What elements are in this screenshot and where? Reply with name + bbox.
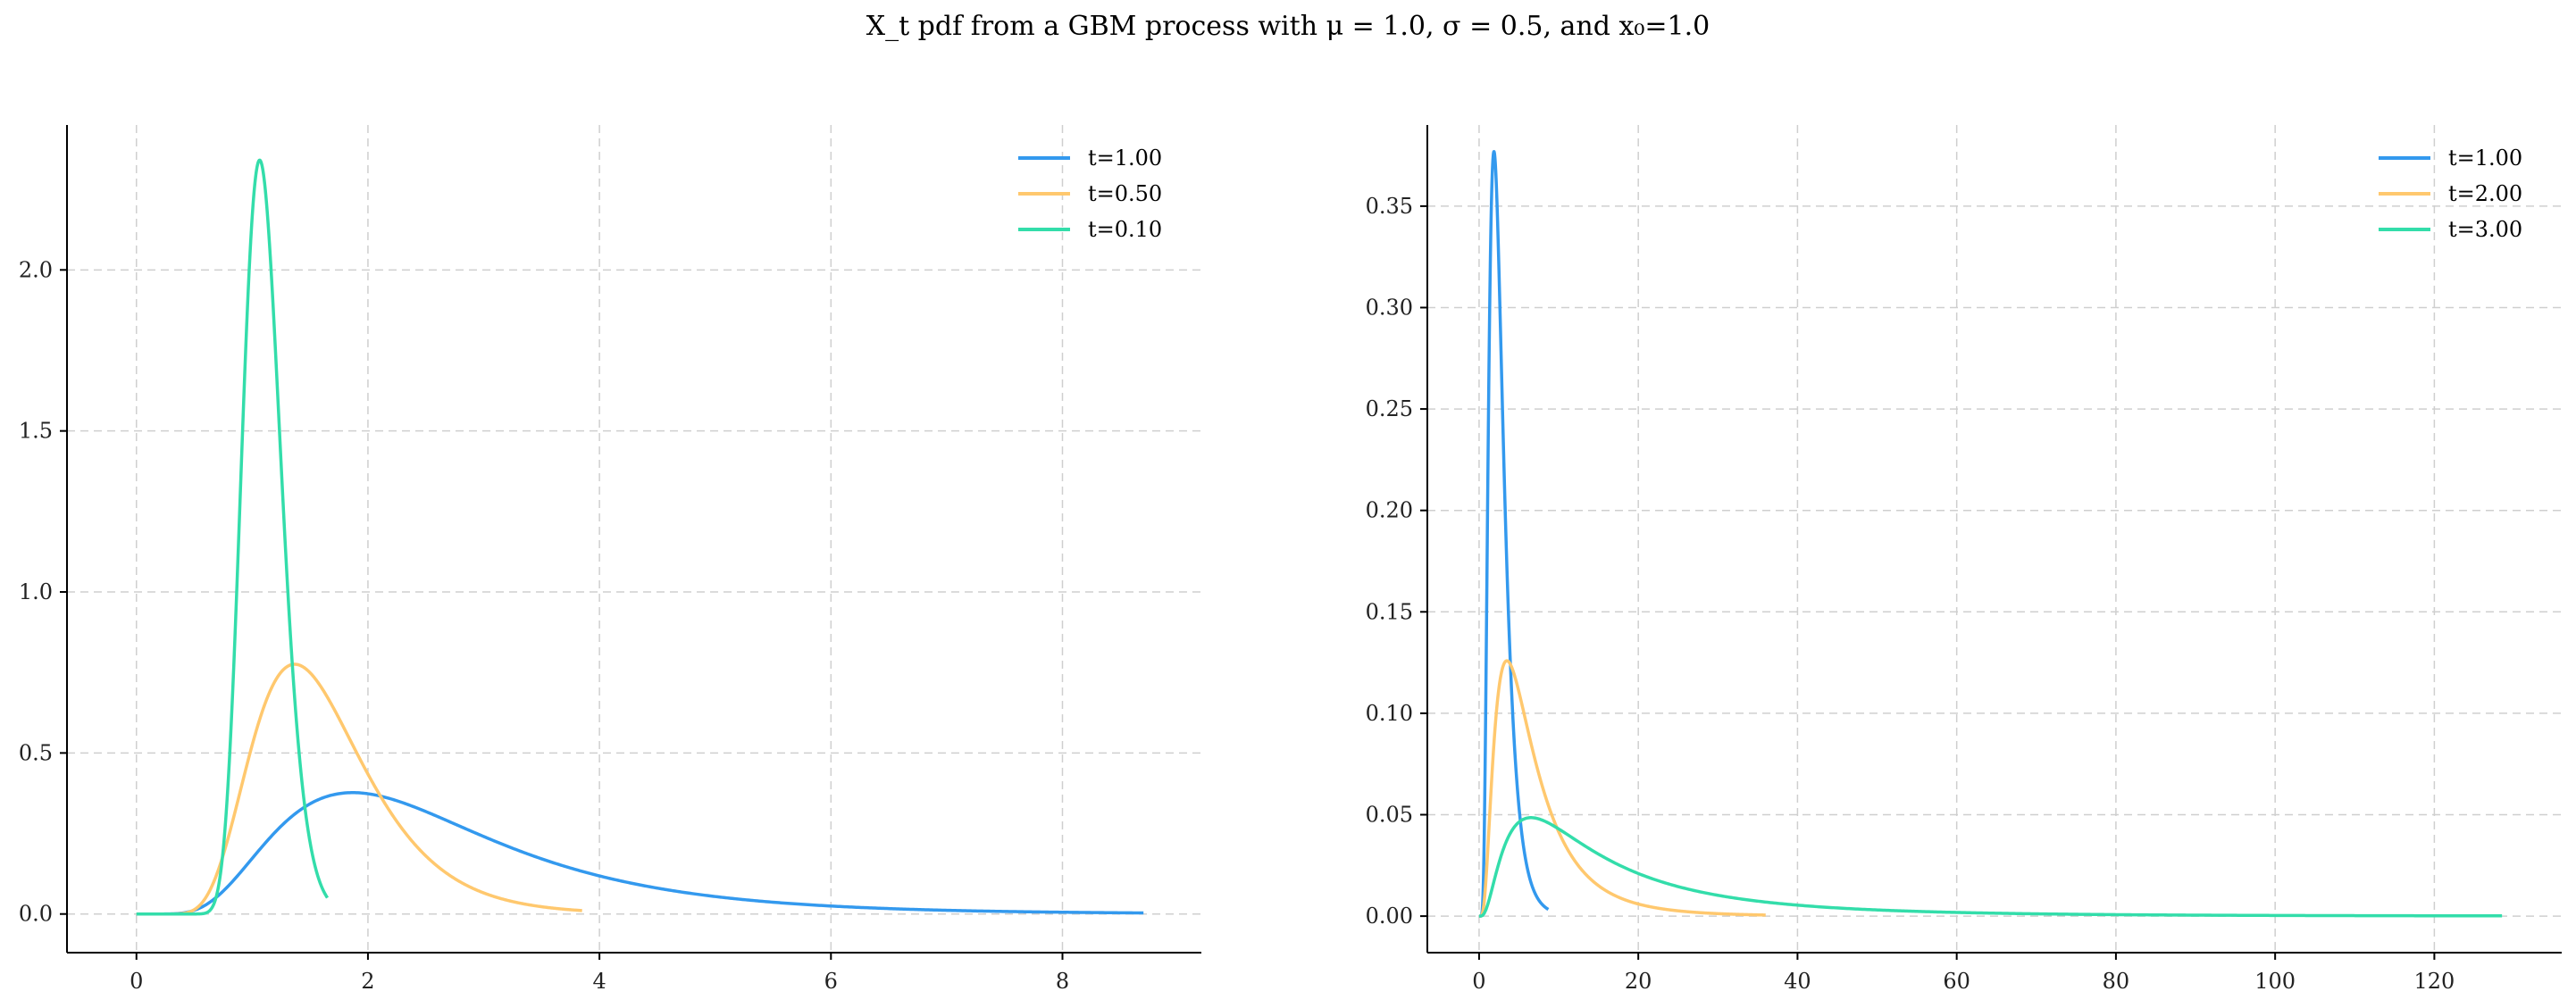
- legend-label: t=2.00: [2448, 181, 2522, 206]
- series-line-t-0-10: [135, 158, 330, 916]
- x-tick-label: 8: [1056, 969, 1069, 994]
- x-tick-label: 60: [1943, 969, 1970, 994]
- series-line-t-0-50: [135, 662, 583, 916]
- series-line-t-1-00: [136, 791, 1144, 916]
- series-line-t-2-00: [1477, 659, 1767, 918]
- series-line-t-3-00: [1478, 816, 2503, 918]
- x-tick-label: 120: [2413, 969, 2455, 994]
- y-tick-label: 0.25: [1366, 396, 1413, 421]
- x-tick-label: 4: [592, 969, 606, 994]
- y-tick-label: 0.35: [1366, 194, 1413, 219]
- right-chart-axes: 0 20 40 60 80 100 120 0.00 0.05 0.10 0.15 0.20 0.25 0…: [1366, 125, 2562, 994]
- x-tick-label: 20: [1625, 969, 1652, 994]
- legend-label: t=3.00: [2448, 217, 2522, 242]
- figure-title: X_t pdf from a GBM process with μ = 1.0,…: [866, 11, 1710, 42]
- y-tick-label: 0.0: [19, 902, 53, 927]
- series-line-t-1-00: [1477, 150, 1551, 918]
- y-tick-label: 0.10: [1366, 701, 1413, 726]
- x-tick-label: 2: [361, 969, 374, 994]
- y-tick-label: 0.5: [19, 740, 53, 765]
- left-chart-axes: 0 2 4 6 8 0.0 0.5 1.0 1.5 2.0 t=1.00 t=0.50 t=0.10: [19, 125, 1201, 994]
- y-tick-label: 0.05: [1366, 803, 1413, 828]
- y-tick-label: 2.0: [19, 257, 53, 282]
- legend-label: t=0.50: [1088, 181, 1162, 206]
- y-tick-label: 0.15: [1366, 599, 1413, 624]
- x-tick-label: 100: [2254, 969, 2296, 994]
- y-tick-label: 0.20: [1366, 498, 1413, 523]
- legend-label: t=1.00: [1088, 146, 1162, 171]
- y-tick-label: 0.00: [1366, 904, 1413, 929]
- x-tick-label: 6: [824, 969, 838, 994]
- x-tick-label: 0: [130, 969, 143, 994]
- y-tick-label: 1.5: [19, 419, 53, 444]
- y-tick-label: 0.30: [1366, 295, 1413, 320]
- y-tick-label: 1.0: [19, 579, 53, 604]
- x-tick-label: 80: [2103, 969, 2130, 994]
- x-tick-label: 40: [1784, 969, 1811, 994]
- x-tick-label: 0: [1472, 969, 1485, 994]
- legend-label: t=0.10: [1088, 217, 1162, 242]
- legend-label: t=1.00: [2448, 146, 2522, 171]
